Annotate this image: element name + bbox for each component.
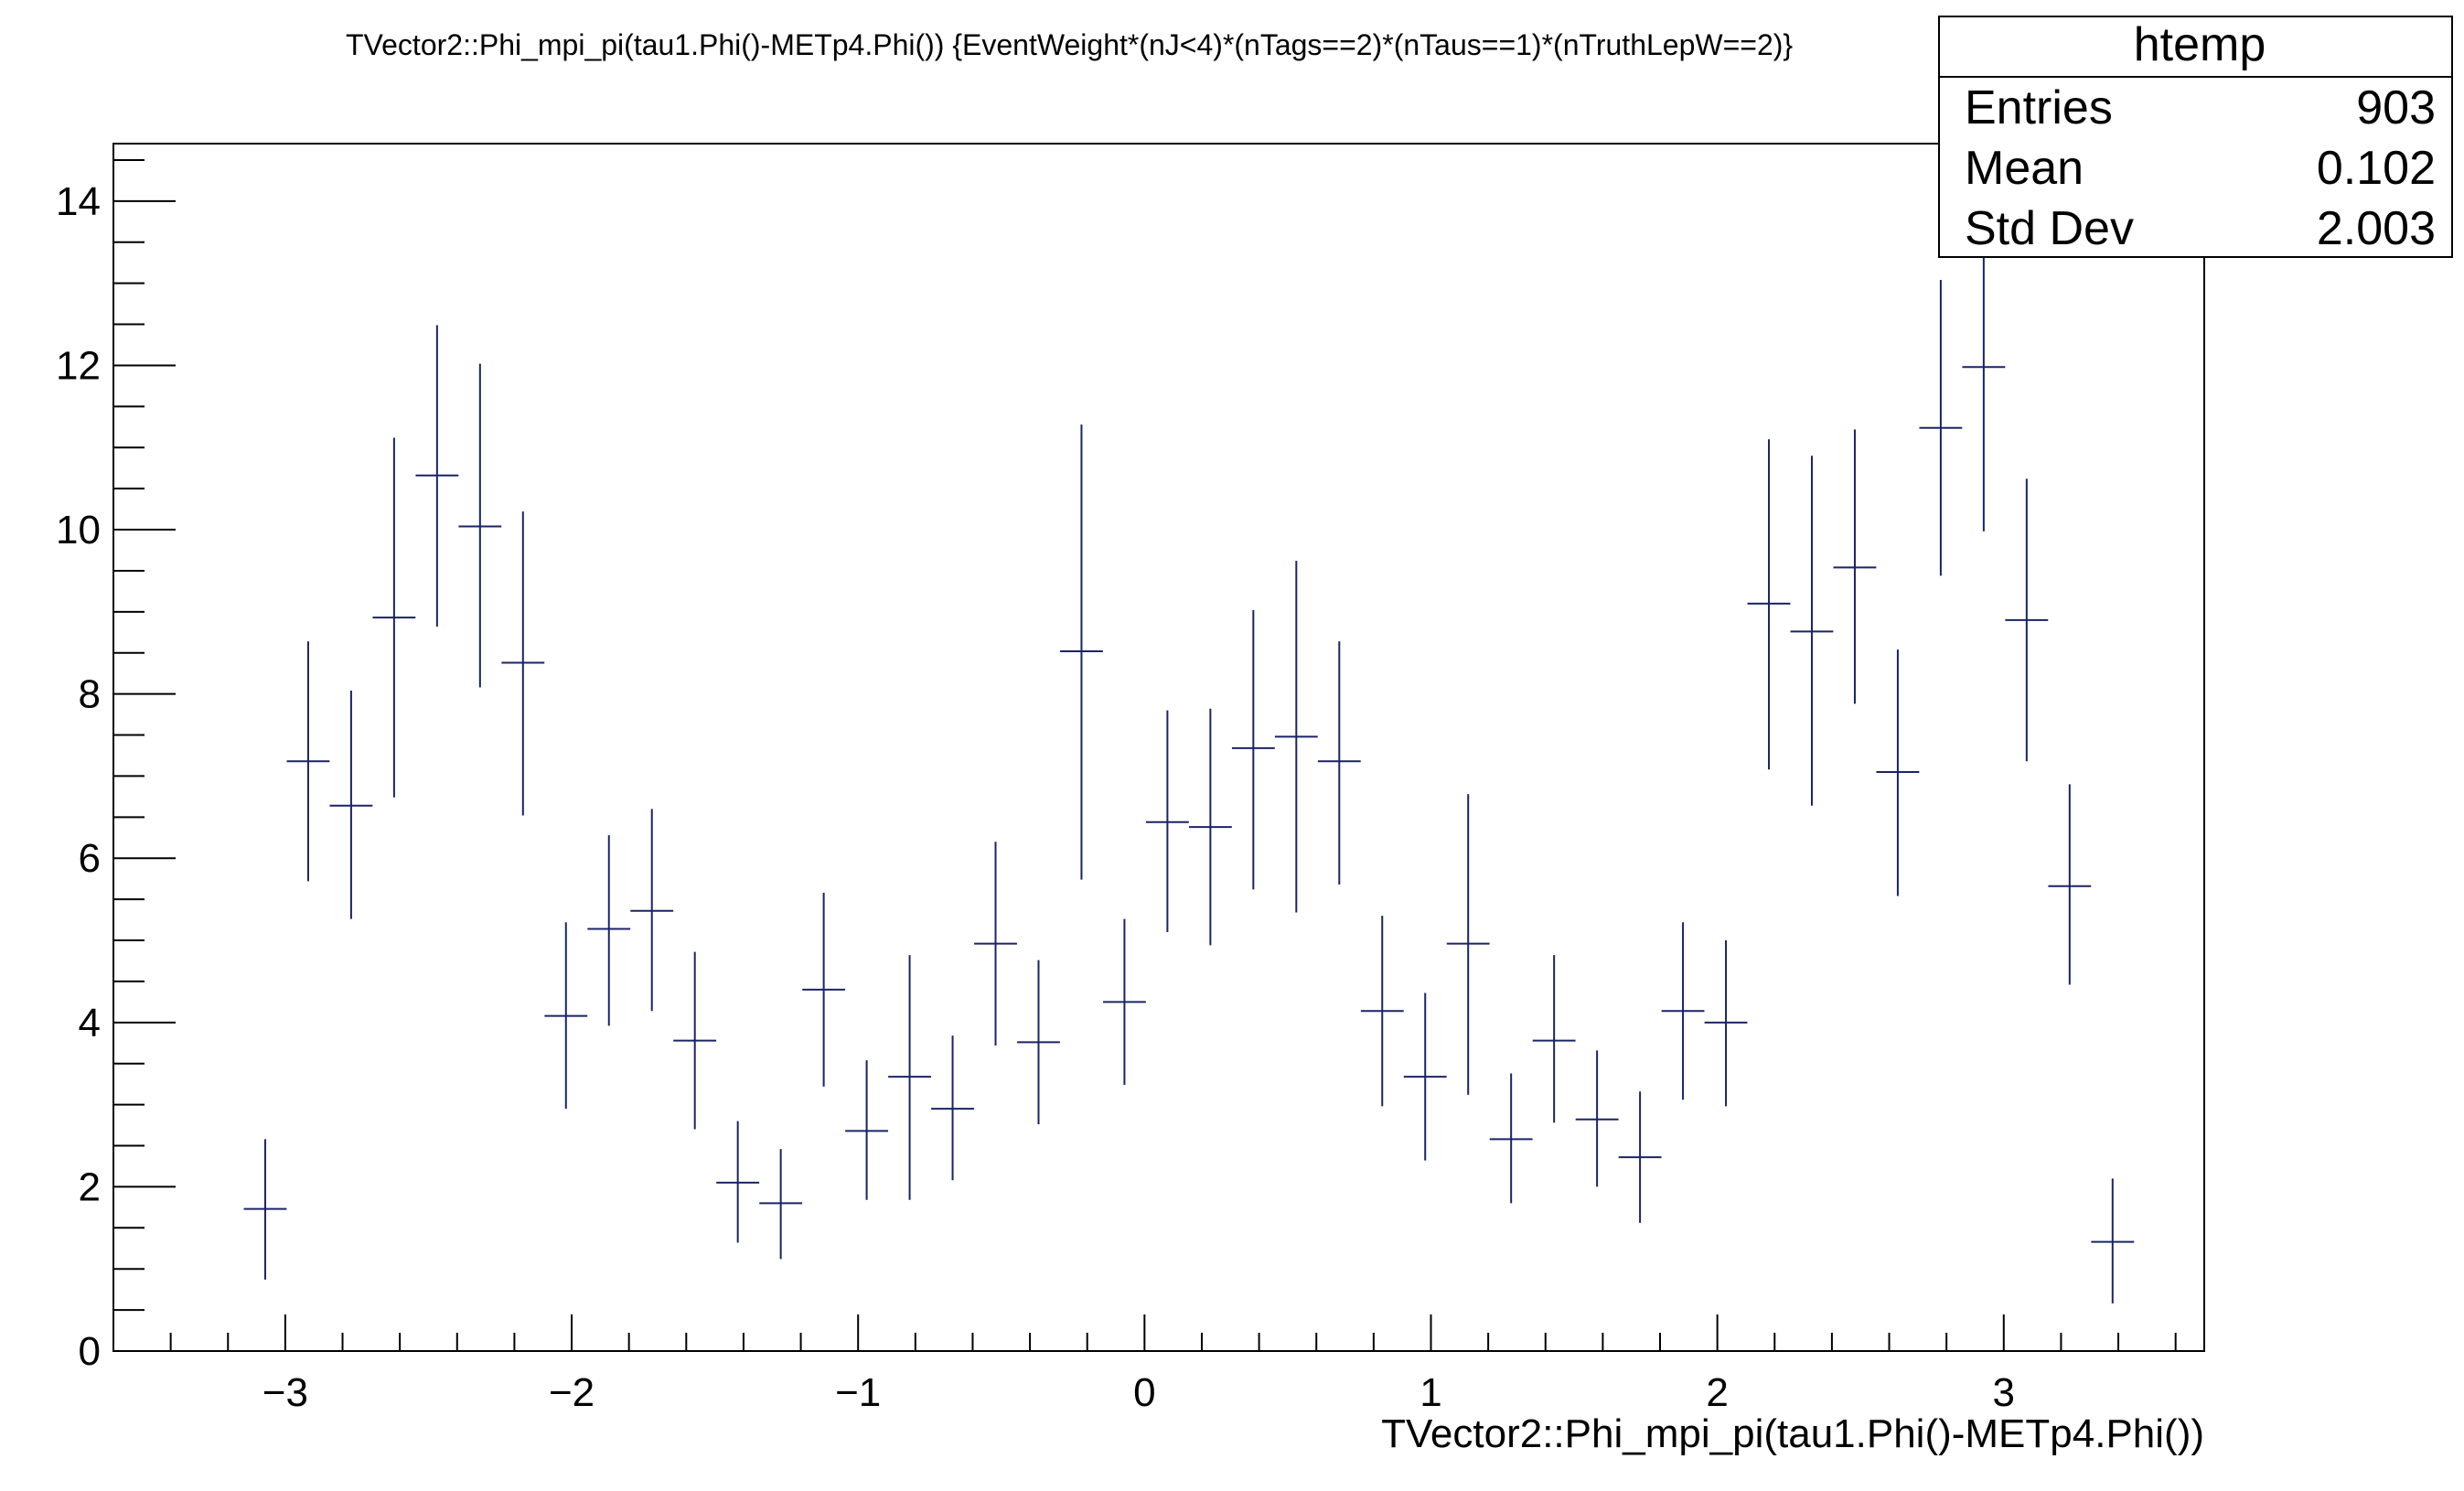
data-point [1317, 641, 1361, 885]
data-point [759, 1149, 803, 1260]
data-point [1188, 708, 1232, 946]
data-point [501, 511, 545, 816]
data-point [1661, 922, 1705, 1100]
data-point [1274, 561, 1318, 913]
stats-box: htemp Entries 903 Mean 0.102 Std Dev 2.003 [1938, 16, 2453, 258]
y-tick-label: 8 [79, 672, 101, 717]
stats-box-title: htemp [2134, 18, 2266, 71]
data-point [1017, 960, 1060, 1125]
data-point [1360, 916, 1404, 1107]
data-point [1790, 456, 1834, 806]
data-point [372, 437, 416, 798]
data-point [1919, 280, 1963, 576]
data-point [587, 835, 631, 1026]
x-tick-label: −3 [262, 1370, 308, 1415]
data-point [1489, 1073, 1533, 1204]
y-tick-label: 14 [56, 179, 101, 224]
data-point [888, 955, 931, 1200]
y-tick-label: 6 [79, 836, 101, 881]
data-points [243, 199, 2135, 1303]
data-point [243, 1139, 287, 1280]
data-point [286, 641, 330, 882]
data-point [1704, 940, 1748, 1107]
stats-box-frame [1938, 16, 2453, 258]
stats-value: 903 [2356, 81, 2436, 134]
data-point [845, 1060, 889, 1200]
data-point [458, 363, 502, 688]
data-point [630, 809, 674, 1012]
data-point [716, 1121, 760, 1243]
data-point [673, 951, 717, 1130]
y-tick-label: 0 [79, 1329, 101, 1374]
data-point [2048, 784, 2092, 985]
stats-value: 2.003 [2317, 202, 2436, 255]
x-tick-label: −1 [835, 1370, 881, 1415]
data-point [1747, 439, 1791, 770]
x-tick-label: 0 [1133, 1370, 1155, 1415]
data-point [415, 325, 459, 627]
data-point [1403, 992, 1447, 1161]
chart-title: TVector2::Phi_mpi_pi(tau1.Phi()-METp4.Ph… [346, 28, 1793, 61]
y-tick-label: 12 [56, 343, 101, 388]
data-point [1231, 610, 1275, 890]
data-point [1876, 649, 1920, 896]
data-point [1145, 710, 1189, 933]
data-point [1446, 794, 1490, 1095]
x-tick-label: 2 [1706, 1370, 1728, 1415]
x-axis: −3 −2 −1 0 1 2 3 [112, 1314, 2177, 1415]
data-point [1532, 955, 1576, 1123]
data-point [1575, 1050, 1619, 1187]
data-point [329, 691, 373, 919]
data-point [931, 1035, 974, 1181]
x-tick-label: −2 [549, 1370, 595, 1415]
data-point [1833, 429, 1877, 704]
y-tick-label: 10 [56, 508, 101, 552]
x-tick-label: 1 [1419, 1370, 1441, 1415]
data-point [2091, 1178, 2135, 1303]
data-point [1618, 1091, 1662, 1223]
x-tick-label: 3 [1993, 1370, 2015, 1415]
y-tick-label: 2 [79, 1164, 101, 1209]
plot-frame [112, 143, 2205, 1352]
y-tick-label: 4 [79, 1001, 101, 1046]
data-point [1102, 918, 1146, 1086]
stats-value: 0.102 [2317, 142, 2436, 195]
data-point [2005, 478, 2049, 762]
y-axis: 0 2 4 6 8 10 12 14 [56, 158, 176, 1374]
data-point [974, 842, 1017, 1046]
x-axis-title: TVector2::Phi_mpi_pi(tau1.Phi()-METp4.Ph… [1381, 1411, 2204, 1456]
data-point [544, 922, 588, 1110]
stats-label: Entries [1965, 81, 2113, 134]
data-point [802, 892, 846, 1087]
stats-label: Mean [1965, 142, 2084, 195]
data-point [1060, 424, 1103, 880]
stats-label: Std Dev [1965, 202, 2134, 255]
